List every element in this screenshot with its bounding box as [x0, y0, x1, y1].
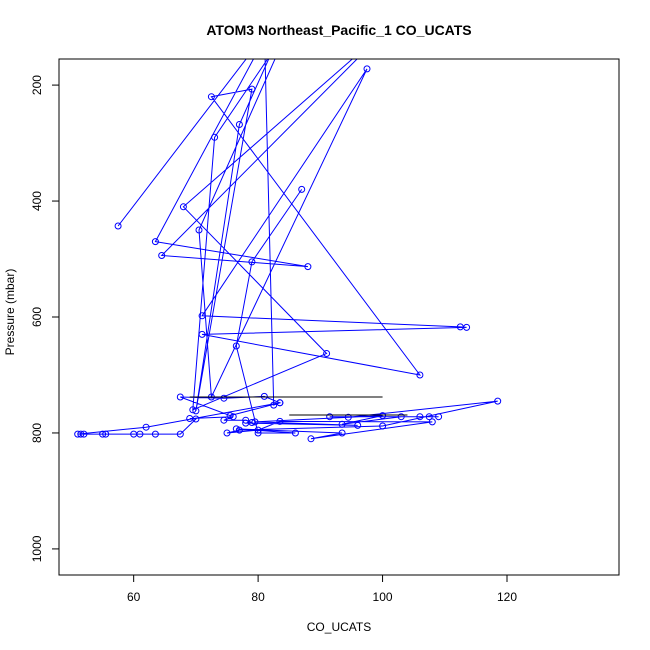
- data-point: [179, 203, 187, 211]
- data-point: [232, 342, 240, 350]
- data-point: [416, 371, 424, 379]
- data-point: [254, 429, 262, 437]
- data-point: [428, 418, 436, 426]
- data-point: [248, 85, 256, 93]
- data-point: [379, 422, 387, 430]
- data-point: [229, 413, 237, 421]
- data-point: [198, 312, 206, 320]
- data-point: [338, 429, 346, 437]
- data-point: [226, 412, 234, 420]
- data-point: [260, 392, 268, 400]
- y-axis: 200 400 600 800 1000: [30, 75, 60, 562]
- plot-area: [74, 59, 502, 443]
- data-point: [425, 413, 433, 421]
- x-tick-label: 120: [497, 590, 517, 604]
- data-point: [397, 413, 405, 421]
- data-point: [235, 121, 243, 128]
- data-point: [270, 401, 278, 409]
- data-point: [192, 407, 200, 415]
- data-point: [235, 426, 243, 434]
- y-tick-label: 600: [30, 307, 44, 327]
- data-point: [323, 350, 331, 357]
- data-point: [254, 426, 262, 434]
- data-point: [189, 406, 197, 414]
- data-point: [151, 238, 159, 246]
- data-point: [220, 416, 228, 424]
- data-point: [344, 413, 352, 421]
- y-tick-label: 800: [30, 423, 44, 443]
- x-tick-label: 80: [251, 590, 265, 604]
- data-point: [176, 393, 184, 401]
- data-point: [304, 263, 312, 271]
- data-point: [291, 429, 299, 437]
- x-axis-label: CO_UCATS: [307, 620, 371, 634]
- data-point: [276, 417, 284, 425]
- data-point: [232, 425, 240, 433]
- data-point: [114, 222, 122, 230]
- data-point: [99, 430, 107, 438]
- data-point: [416, 413, 424, 421]
- data-point: [136, 430, 144, 438]
- data-point: [223, 429, 231, 437]
- data-point: [435, 413, 443, 421]
- data-point: [102, 430, 110, 438]
- data-point: [494, 397, 502, 405]
- data-point: [463, 323, 471, 331]
- data-point: [158, 252, 166, 259]
- data-point: [298, 185, 306, 193]
- data-point: [251, 418, 259, 426]
- data-point: [220, 394, 228, 402]
- plot-frame: [58, 58, 620, 576]
- data-point: [207, 93, 215, 101]
- y-tick-label: 1000: [30, 535, 44, 562]
- data-point: [80, 430, 88, 438]
- x-tick-label: 60: [127, 590, 141, 604]
- data-point: [151, 430, 159, 438]
- data-point: [354, 421, 362, 429]
- data-point: [242, 419, 250, 427]
- data-point: [338, 420, 346, 428]
- y-tick-label: 400: [30, 191, 44, 211]
- data-point: [142, 423, 150, 431]
- y-tick-label: 200: [30, 75, 44, 95]
- data-point: [379, 412, 387, 420]
- data-point: [77, 430, 85, 438]
- data-point: [363, 65, 371, 73]
- data-point: [186, 415, 194, 422]
- data-point: [276, 399, 284, 407]
- data-point: [211, 133, 219, 141]
- x-axis: 60 80 100 120: [127, 574, 517, 604]
- data-point: [176, 430, 184, 438]
- chart-title: ATOM3 Northeast_Pacific_1 CO_UCATS: [206, 22, 471, 38]
- data-point: [198, 330, 206, 338]
- data-point: [242, 416, 250, 424]
- data-point: [326, 413, 334, 421]
- series-line: [77, 59, 498, 440]
- data-point: [307, 435, 315, 443]
- data-point: [195, 226, 203, 234]
- x-tick-label: 100: [373, 590, 393, 604]
- y-axis-label: Pressure (mbar): [3, 269, 17, 356]
- data-point: [248, 258, 256, 266]
